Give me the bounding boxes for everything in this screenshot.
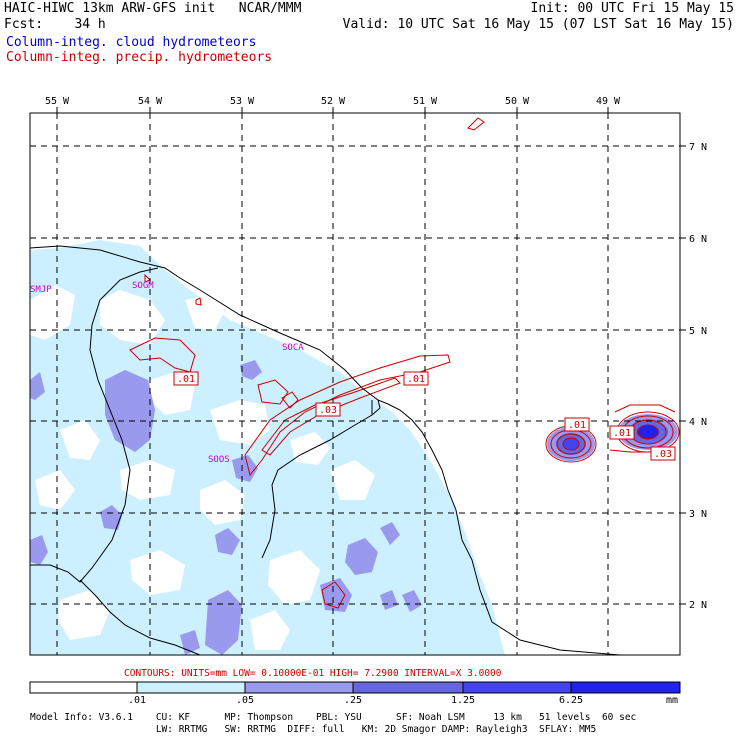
lat-labels: 7 N 6 N 5 N 4 N 3 N 2 N [689, 142, 707, 611]
contour-label: .01 [568, 420, 586, 431]
lon-label: 49 W [596, 96, 621, 107]
colorbar-level: .01 [127, 695, 147, 706]
cloud-gaps [30, 285, 375, 650]
lon-label: 52 W [321, 96, 346, 107]
model-info-line2: LW: RRTMG SW: RRTMG DIFF: full KM: 2D Sm… [30, 724, 597, 735]
station-sogm: SOGM [132, 281, 154, 291]
legend-cloud: Column-integ. cloud hydrometeors [6, 35, 257, 50]
station-smjp: SMJP [30, 285, 52, 295]
contour-label: .03 [654, 449, 672, 460]
latlon-grid [30, 113, 680, 655]
colorbar [29, 681, 681, 694]
init-time: Init: 00 UTC Fri 15 May 15 [530, 1, 735, 16]
title: HAIC-HIWC 13km ARW-GFS init NCAR/MMM [4, 1, 302, 16]
lon-label: 54 W [138, 96, 163, 107]
convective-cell-2 [618, 414, 678, 450]
contour-label: .03 [319, 405, 337, 416]
lat-label: 5 N [689, 326, 707, 337]
precip-contours [129, 117, 680, 609]
ticks [56, 107, 686, 605]
lon-label: 55 W [45, 96, 70, 107]
lon-label: 50 W [505, 96, 530, 107]
coastline [29, 245, 680, 656]
map-frame [29, 112, 681, 656]
lat-label: 7 N [689, 142, 707, 153]
lon-labels: 55 W 54 W 53 W 52 W 51 W 50 W 49 W [45, 96, 621, 107]
lat-label: 2 N [689, 600, 707, 611]
station-soos: SOOS [208, 455, 230, 465]
lat-label: 3 N [689, 509, 707, 520]
lat-label: 4 N [689, 417, 707, 428]
colorbar-level: .25 [343, 695, 363, 706]
valid-time: Valid: 10 UTC Sat 16 May 15 (07 LST Sat … [342, 17, 734, 32]
colorbar-level: 1.25 [450, 695, 476, 706]
colorbar-level: 6.25 [558, 695, 584, 706]
contour-label: .01 [407, 374, 425, 385]
model-info-line1: Model Info: V3.6.1 CU: KF MP: Thompson P… [30, 712, 637, 723]
contour-label: .01 [177, 374, 195, 385]
lat-label: 6 N [689, 234, 707, 245]
station-labels: SMJP SOGM SOCA SOOS [30, 281, 304, 465]
colorbar-units: mm [665, 695, 679, 706]
contours-info: CONTOURS: UNITS=mm LOW= 0.10000E-01 HIGH… [124, 668, 502, 679]
contour-label: .01 [613, 428, 631, 439]
contour-labels: .01 .03 .01 .01 .01 .03 [173, 371, 676, 461]
convective-cell-1 [547, 427, 595, 461]
lon-label: 51 W [413, 96, 438, 107]
station-soca: SOCA [282, 343, 304, 353]
colorbar-level: .05 [235, 695, 255, 706]
forecast-hour: Fcst: 34 h [4, 17, 106, 32]
lon-label: 53 W [230, 96, 255, 107]
legend-precip: Column-integ. precip. hydrometeors [6, 50, 273, 65]
